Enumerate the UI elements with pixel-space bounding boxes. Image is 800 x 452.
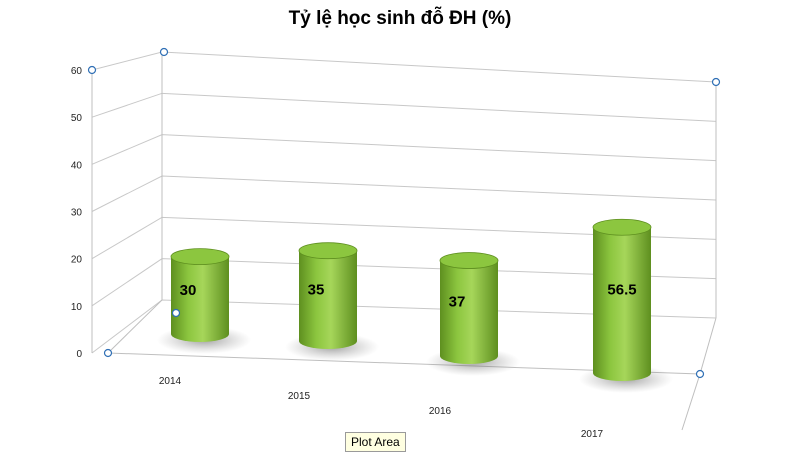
gridline — [91, 134, 717, 165]
data-label: 30 — [180, 282, 197, 299]
bar-top — [439, 252, 499, 269]
selection-handle — [171, 308, 181, 318]
y-tick-label: 60 — [71, 66, 83, 77]
data-label: 35 — [308, 282, 325, 299]
floor-right-edge — [699, 317, 717, 375]
bar-body — [440, 260, 498, 364]
gridline — [91, 175, 717, 212]
y-tick-label: 0 — [76, 349, 82, 360]
bar-body — [171, 256, 229, 342]
x-tick-label: 2016 — [429, 406, 452, 417]
bar-top — [170, 248, 230, 266]
y-tick-label: 30 — [71, 208, 83, 219]
x-tick-label: 2015 — [288, 391, 311, 402]
data-label: 37 — [449, 294, 466, 311]
chart-title: Tỷ lệ học sinh đỗ ĐH (%) — [288, 8, 512, 29]
y-tick-label: 50 — [71, 113, 83, 124]
selection-handle — [159, 47, 169, 57]
bar — [157, 248, 251, 354]
selection-handle — [695, 369, 705, 379]
selection-handle — [711, 77, 721, 87]
bar — [579, 218, 673, 393]
plot-area-tooltip: Plot Area — [345, 432, 406, 452]
gridline — [91, 51, 717, 83]
selection-handle — [103, 348, 113, 358]
y-tick-label: 10 — [71, 302, 83, 313]
data-label: 56.5 — [607, 281, 636, 298]
y-tick-label: 40 — [71, 160, 83, 171]
bar — [426, 252, 520, 376]
bar-body — [299, 250, 357, 349]
gridline — [91, 92, 717, 122]
x-tick-label: 2014 — [159, 376, 182, 387]
y-tick-label: 20 — [71, 255, 83, 266]
x-tick-label: 2017 — [581, 429, 604, 440]
floor-left-edge — [107, 299, 163, 354]
selection-handle — [87, 65, 97, 75]
bar-top — [298, 242, 358, 260]
bar — [285, 242, 379, 361]
bar-top — [592, 218, 652, 236]
bar-body — [593, 227, 651, 381]
